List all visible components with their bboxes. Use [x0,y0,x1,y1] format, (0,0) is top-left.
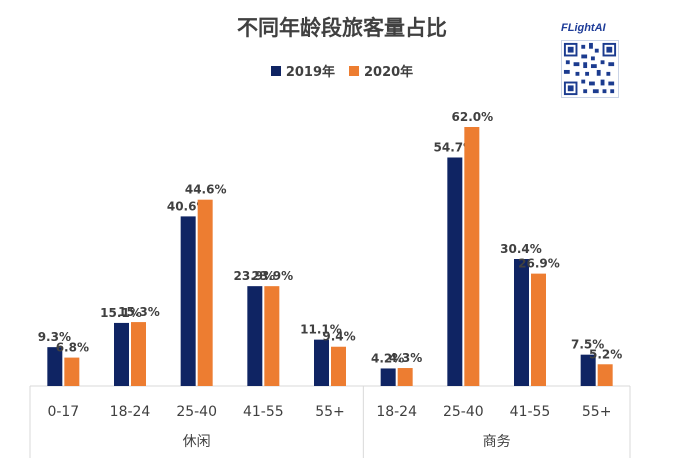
bar-55+-2019年-休闲 [314,339,329,386]
x-tick-label: 41-55 [510,404,551,420]
x-tick-label: 25-40 [443,404,484,420]
data-label: 23.9% [234,269,276,283]
bar-25-40-2020年-休闲 [197,199,213,386]
x-tick-label: 18-24 [110,404,151,420]
data-label: 6.8% [56,341,89,355]
bar-18-24-2020年-休闲 [131,322,146,386]
legend-label-2019: 2019年 [285,65,335,80]
legend-item-2019: 2019年 [270,61,335,80]
legend-label-2020: 2020年 [364,65,414,80]
bar-0-17-2020年-休闲 [64,357,80,386]
data-label: 4.2% [371,351,404,365]
x-tick-label: 25-40 [176,404,217,420]
data-label: 44.6% [185,183,227,197]
data-label: 15.1% [100,306,142,320]
legend: 2019年 2020年 [0,61,684,80]
legend-swatch-2020 [349,65,359,76]
bar-55+-2019年-商务 [580,354,596,386]
data-label: 7.5% [571,338,604,352]
bar-25-40-2019年-休闲 [180,216,196,386]
x-group-label: 休闲 [183,434,211,450]
x-tick-label: 18-24 [376,404,417,420]
data-label: 26.9% [518,257,560,271]
brand-logo: FLightAI [561,22,606,34]
bar-41-55-2019年-休闲 [247,286,263,386]
bar-0-17-2019年-休闲 [47,347,63,386]
bar-25-40-2019年-商务 [447,157,463,386]
bar-25-40-2020年-商务 [464,127,480,386]
legend-swatch-2019 [270,65,281,76]
bar-55+-2020年-休闲 [331,346,346,386]
bar-18-24-2020年-商务 [397,368,413,386]
data-label: 11.1% [300,323,342,337]
x-tick-label: 55+ [582,404,612,420]
qr-code-icon [561,40,619,98]
bar-55+-2020年-商务 [597,364,613,386]
data-label: 9.3% [38,330,71,344]
legend-item-2020: 2020年 [349,61,413,80]
bar-41-55-2020年-休闲 [264,286,280,386]
chart-title: 不同年龄段旅客量占比 [237,16,447,40]
x-tick-label: 41-55 [243,404,284,420]
bar-41-55-2020年-商务 [531,273,546,386]
data-label: 15.3% [118,305,160,319]
x-tick-label: 0-17 [47,404,79,420]
x-group-label: 商务 [483,434,511,450]
data-label: 9.4% [322,330,355,344]
bar-18-24-2019年-商务 [380,368,396,386]
x-tick-label: 55+ [315,404,345,420]
data-label: 30.4% [500,242,542,256]
data-label: 4.3% [389,351,422,365]
bar-18-24-2019年-休闲 [114,322,129,386]
data-label: 62.0% [452,110,494,124]
bar-41-55-2019年-商务 [514,259,529,386]
data-label: 23.9% [252,269,294,283]
data-label: 5.2% [589,347,622,361]
